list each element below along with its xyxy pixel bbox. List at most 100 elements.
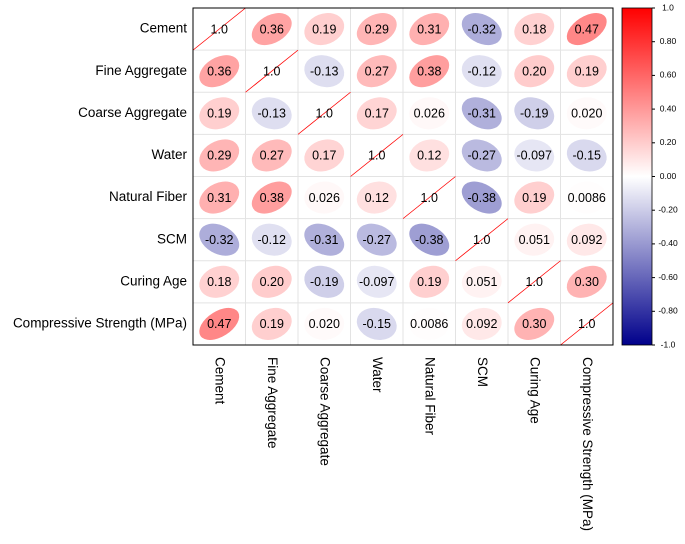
column-label: Fine Aggregate <box>265 357 280 449</box>
diagonal-line <box>402 176 456 219</box>
column-label: Coarse Aggregate <box>318 357 333 466</box>
correlation-ellipse <box>514 307 555 340</box>
cell-label: 0.12 <box>417 149 441 163</box>
cell-label: 0.18 <box>522 22 546 36</box>
cell-label: 0.30 <box>522 317 546 331</box>
row-label: Curing Age <box>120 273 187 288</box>
cell-label: 0.47 <box>207 317 231 331</box>
plot-frame <box>192 7 614 346</box>
correlation-ellipse <box>356 181 397 214</box>
cell-label: 1.0 <box>316 107 333 121</box>
cell-label: 1.0 <box>368 149 385 163</box>
correlation-ellipse <box>251 13 292 46</box>
cell-label: -0.32 <box>468 22 497 36</box>
correlation-ellipse <box>566 223 607 256</box>
colorbar-tick-label: -1.0 <box>661 339 676 349</box>
diagonal-line <box>507 260 561 304</box>
correlation-ellipse <box>304 265 345 298</box>
cell-label: 0.38 <box>417 64 441 78</box>
cell-label: 0.20 <box>260 275 284 289</box>
correlation-ellipse <box>514 223 555 256</box>
correlation-ellipse <box>461 55 502 88</box>
cell-label: 0.38 <box>260 191 284 205</box>
colorbar-tick-label: 1.0 <box>662 2 674 12</box>
diagonal-line <box>350 134 404 177</box>
cell-label: 0.0086 <box>568 191 606 205</box>
correlation-ellipse <box>304 181 345 214</box>
cell-label: 0.36 <box>207 64 231 78</box>
correlation-ellipse <box>304 139 345 172</box>
correlation-ellipse <box>199 97 240 130</box>
cell-label: -0.38 <box>468 191 497 205</box>
correlation-ellipse <box>356 55 397 88</box>
cell-label: -0.19 <box>310 275 339 289</box>
correlation-ellipse <box>356 13 397 46</box>
cell-label: 1.0 <box>473 233 490 247</box>
diagonal-line <box>245 49 299 93</box>
correlation-ellipse <box>566 55 607 88</box>
cell-label: -0.31 <box>310 233 339 247</box>
correlation-ellipse <box>251 181 292 214</box>
cell-label: 0.27 <box>260 149 284 163</box>
row-label: Natural Fiber <box>109 189 188 204</box>
cell-label: 0.29 <box>365 22 389 36</box>
correlation-ellipse <box>514 97 555 130</box>
correlation-ellipse <box>566 139 607 172</box>
cell-label: 0.020 <box>309 317 340 331</box>
correlation-ellipse <box>566 97 607 130</box>
cell-label: 0.31 <box>207 191 231 205</box>
correlation-ellipse <box>199 307 240 340</box>
cell-label: 0.092 <box>466 317 497 331</box>
column-label: Natural Fiber <box>423 357 438 436</box>
correlation-ellipse <box>356 265 397 298</box>
correlation-ellipse <box>304 307 345 340</box>
correlation-ellipse <box>566 265 607 298</box>
column-label: Cement <box>213 357 228 405</box>
correlation-ellipse <box>461 97 502 130</box>
correlation-ellipse <box>461 307 502 340</box>
cell-label: 0.20 <box>522 64 546 78</box>
correlation-ellipse <box>251 97 292 130</box>
row-label: Water <box>151 147 187 162</box>
colorbar-tick-label: -0.20 <box>658 204 678 214</box>
cell-label: -0.27 <box>468 149 497 163</box>
colorbar-tick-label: 0.20 <box>660 137 677 147</box>
correlation-ellipse <box>304 55 345 88</box>
correlation-ellipse <box>409 265 450 298</box>
cell-label: -0.19 <box>520 107 549 121</box>
correlation-ellipse <box>409 139 450 172</box>
cell-label: 0.19 <box>417 275 441 289</box>
cell-label: -0.27 <box>363 233 392 247</box>
correlation-ellipse <box>251 139 292 172</box>
cell-label: 0.19 <box>522 191 546 205</box>
colorbar <box>621 7 653 346</box>
correlation-ellipse <box>514 55 555 88</box>
colorbar-tick-label: 0.40 <box>660 103 677 113</box>
correlation-ellipse <box>251 223 292 256</box>
cell-label: -0.12 <box>468 64 497 78</box>
cell-label: 0.19 <box>207 107 231 121</box>
cell-label: 0.092 <box>571 233 602 247</box>
correlation-ellipse <box>461 13 502 46</box>
cell-label: -0.13 <box>258 107 287 121</box>
colorbar-tick-label: -0.40 <box>658 238 678 248</box>
cell-label: 0.47 <box>575 22 599 36</box>
cell-label: 1.0 <box>526 275 543 289</box>
cell-label: 0.30 <box>575 275 599 289</box>
cell-label: 1.0 <box>263 64 280 78</box>
colorbar-tick-label: 0.00 <box>660 171 677 181</box>
correlation-ellipse <box>409 307 450 340</box>
cell-label: 0.31 <box>417 22 441 36</box>
colorbar-tick-label: -0.80 <box>658 306 678 316</box>
cell-label: 0.17 <box>365 107 389 121</box>
cell-label: 0.19 <box>260 317 284 331</box>
column-label: Curing Age <box>528 357 543 424</box>
correlation-ellipse <box>461 139 502 172</box>
cell-label: 0.17 <box>312 149 336 163</box>
cell-label: 0.051 <box>466 275 497 289</box>
column-label: Compressive Strength (MPa) <box>580 357 595 531</box>
correlation-ellipse <box>514 13 555 46</box>
diagonal-line <box>297 91 351 135</box>
